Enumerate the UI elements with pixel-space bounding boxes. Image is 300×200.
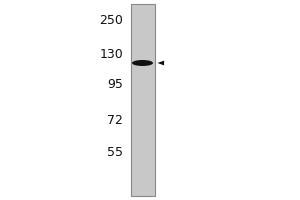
Polygon shape bbox=[158, 61, 164, 65]
Text: 95: 95 bbox=[107, 77, 123, 90]
Text: 72: 72 bbox=[107, 114, 123, 127]
Ellipse shape bbox=[132, 60, 153, 66]
Text: 250: 250 bbox=[99, 14, 123, 26]
Text: 55: 55 bbox=[107, 146, 123, 158]
Bar bbox=[130, 4, 154, 196]
Text: 130: 130 bbox=[99, 47, 123, 60]
